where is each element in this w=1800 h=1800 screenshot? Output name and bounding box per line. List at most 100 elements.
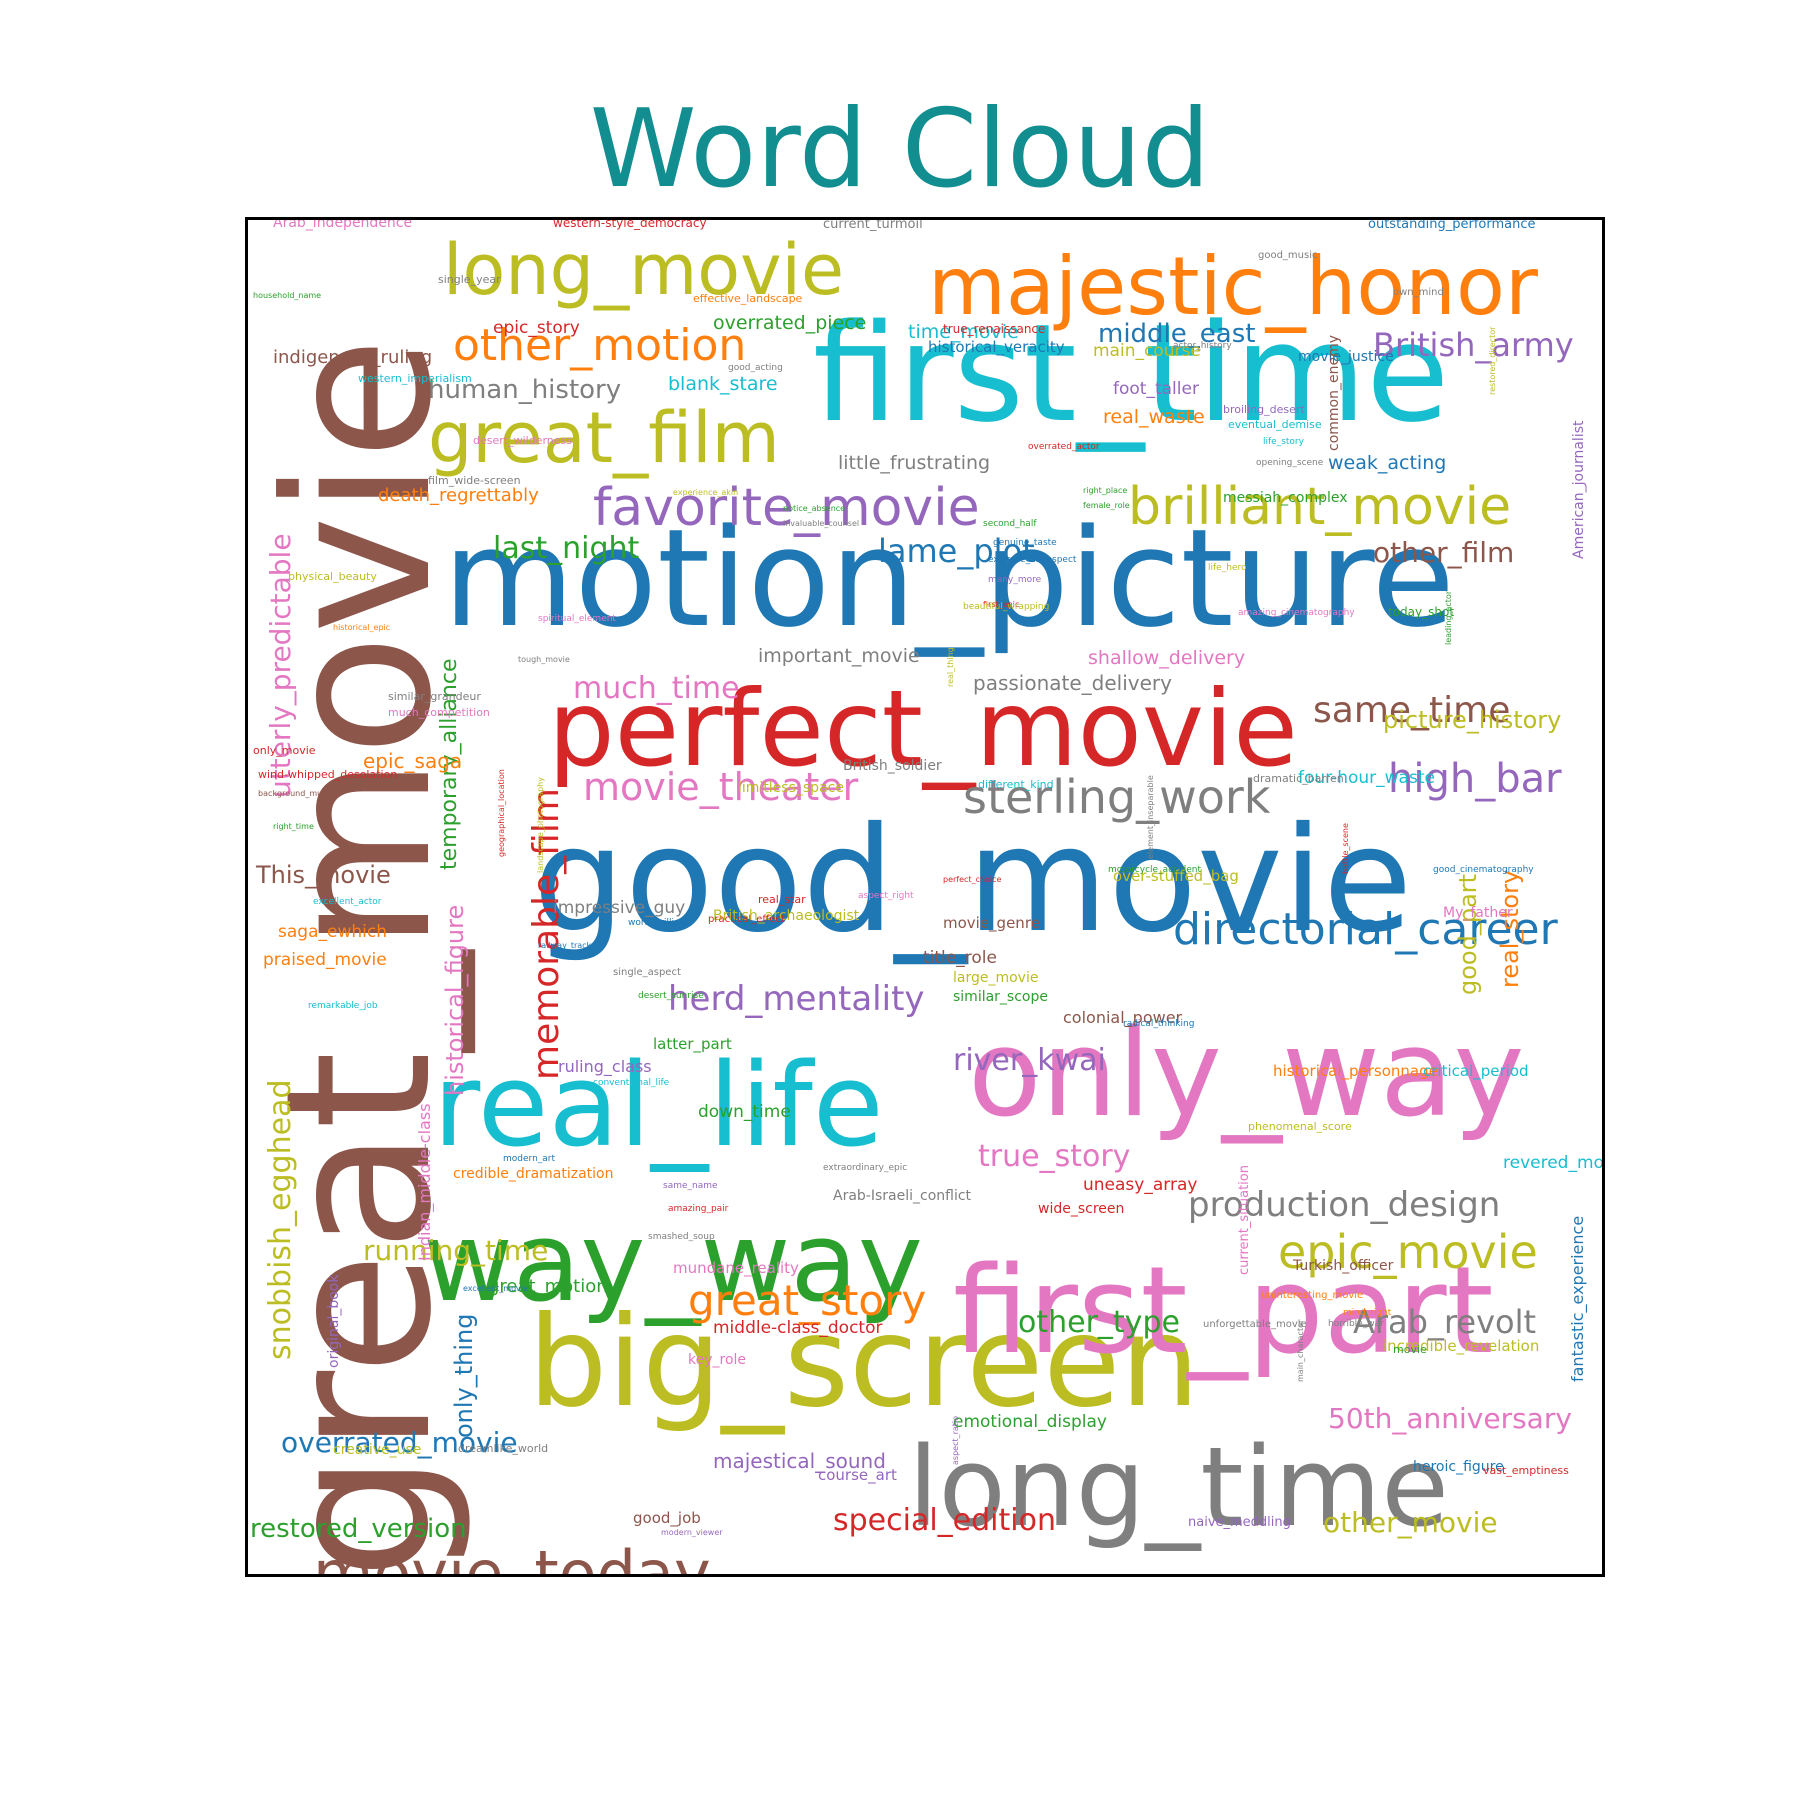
word-arab-revolt: Arab_revolt bbox=[1353, 1303, 1536, 1341]
word-life-story: life_story bbox=[1263, 437, 1305, 447]
word-death-regrettably: death_regrettably bbox=[378, 485, 539, 506]
word-restored-director: restored_director bbox=[1488, 326, 1497, 395]
word-credible-dramatization: credible_dramatization bbox=[453, 1166, 614, 1182]
word-main-character: main_character bbox=[1296, 1319, 1305, 1382]
word-my-father: My_father bbox=[1443, 905, 1513, 921]
word-shallow-delivery: shallow_delivery bbox=[1088, 647, 1245, 669]
word-good-acting: good_acting bbox=[728, 363, 783, 373]
word-other-motion: other_motion bbox=[453, 320, 746, 371]
word-middle-east: middle_east bbox=[1098, 319, 1255, 349]
word-50th-anniversary: 50th_anniversary bbox=[1328, 1402, 1572, 1435]
word-only-thing: only_thing bbox=[450, 1314, 478, 1439]
word-overrated-actor: overrated_actor bbox=[1028, 442, 1100, 452]
word-beautiful-wrapping: beautiful_wrapping bbox=[963, 602, 1049, 612]
word-river-kwai: river_kwai bbox=[953, 1043, 1106, 1078]
word-restored-version: restored_version bbox=[250, 1514, 467, 1544]
word-desert-wilderness: desert_wilderness bbox=[473, 434, 572, 447]
word-other-type: other_type bbox=[1018, 1305, 1180, 1340]
word-mind-right: mind_right bbox=[1343, 1308, 1392, 1318]
word-great-film: great_film bbox=[428, 397, 780, 479]
word-favorite-movie: favorite_movie bbox=[593, 478, 980, 538]
word-effective-landscape: effective_landscape bbox=[693, 292, 803, 305]
word-real-thing: real_thing bbox=[946, 647, 955, 687]
word-epic-saga: epic_saga bbox=[363, 749, 462, 773]
word-herd-mentality: herd_mentality bbox=[668, 979, 925, 1019]
word-snobbish-egghead: snobbish_egghead bbox=[263, 1079, 298, 1360]
word-down-time: down_time bbox=[698, 1102, 791, 1122]
word-lame-plot: lame_plot bbox=[878, 532, 1035, 570]
word-second-half: second_half bbox=[983, 519, 1037, 529]
word-aspect-right: aspect_right bbox=[858, 891, 914, 901]
word-british-soldier: British_soldier bbox=[843, 758, 942, 774]
word-household-name: household_name bbox=[253, 291, 321, 300]
word-great-story: great_story bbox=[688, 1276, 926, 1325]
word-other-film: other_film bbox=[1373, 536, 1514, 569]
word-this-movie: This_movie bbox=[255, 861, 391, 889]
word-extreme-disrespect: extreme_disrespect bbox=[988, 555, 1077, 565]
word-heroic-figure: heroic_figure bbox=[1413, 1459, 1504, 1475]
word-geographical-location: geographical_location bbox=[497, 769, 506, 857]
word-amazing-cinematography: amazing_cinematography bbox=[1238, 608, 1355, 618]
word-outstanding-performance: outstanding_performance bbox=[1368, 220, 1535, 232]
word-brilliant-movie: brilliant_movie bbox=[1128, 477, 1511, 537]
word-real-life: real_life bbox=[433, 1039, 884, 1173]
word-current-situation: current_situation bbox=[1237, 1165, 1252, 1275]
word-single-aspect: single_aspect bbox=[613, 967, 681, 978]
word-modern-art: modern_art bbox=[503, 1154, 555, 1164]
word-majestical-sound: majestical_sound bbox=[713, 1449, 886, 1473]
word-first-part: first_part bbox=[953, 1242, 1494, 1381]
word-aspect-ratio: aspect_ratio bbox=[951, 1416, 960, 1465]
word-key-role: key_role bbox=[688, 1352, 746, 1368]
word-cloud: great_moviemotion_picturegood_moviefirst… bbox=[248, 220, 1602, 1574]
word-large-movie: large_movie bbox=[953, 970, 1038, 986]
word-remarkable-job: remarkable_job bbox=[308, 1001, 378, 1011]
word-creative-use: creative_use bbox=[333, 1442, 421, 1458]
word-human-history: human_history bbox=[428, 375, 621, 405]
word-movie-justice: movie_justice bbox=[1298, 349, 1394, 365]
word-life-hero: life_hero bbox=[1208, 563, 1247, 573]
word-time-movie: time_movie bbox=[908, 321, 1019, 343]
chart-title: Word Cloud bbox=[589, 87, 1211, 212]
word-picture-history: picture_history bbox=[1383, 706, 1561, 734]
word-uninteresting-movie: uninteresting_movie bbox=[1261, 1290, 1363, 1301]
word-different-kind: different_kind bbox=[978, 778, 1054, 791]
word-cloud-frame: great_movie motion_picture good_movie first… bbox=[245, 217, 1605, 1577]
word-great-motion: great_motion bbox=[488, 1276, 608, 1297]
word-own-mind: own_mind bbox=[1393, 287, 1444, 298]
word-broiling-desert: broiling_desert bbox=[1223, 403, 1305, 416]
word-similar-scope: similar_scope bbox=[953, 989, 1048, 1005]
word-foot-taller: foot_taller bbox=[1113, 379, 1199, 399]
word-western-imperialism: western_imperialism bbox=[358, 372, 472, 385]
word-true-renaissance: true_renaissance bbox=[943, 322, 1045, 336]
word-right-place: right_place bbox=[1083, 486, 1127, 495]
word-colonial-power: colonial_power bbox=[1063, 1008, 1183, 1028]
word-genuine-taste: genuine_taste bbox=[993, 538, 1057, 548]
word-utterly-predictable: utterly_predictable bbox=[264, 533, 297, 798]
word-temporary-alliance: temporary_alliance bbox=[437, 659, 462, 870]
word-blank-stare: blank_stare bbox=[668, 373, 778, 395]
word-motorcycle-accident: motorcycle_accident bbox=[1108, 865, 1201, 875]
word-other-movie: other_movie bbox=[1323, 1506, 1498, 1539]
word-impressive-guy: impressive_guy bbox=[553, 898, 685, 918]
word-four-hour-waste: four-hour_waste bbox=[1298, 768, 1435, 788]
word-today-shot: today_shot bbox=[1388, 605, 1454, 619]
word-production-design: production_design bbox=[1188, 1185, 1500, 1225]
word-uneasy-array: uneasy_array bbox=[1083, 1175, 1197, 1195]
word-passionate-delivery: passionate_delivery bbox=[973, 671, 1172, 695]
word-conventional-life: conventional_life bbox=[593, 1078, 670, 1088]
word-good-movie: good_movie bbox=[533, 796, 1412, 965]
word-turkish-officer: Turkish_officer bbox=[1292, 1258, 1394, 1274]
word-vast-emptiness: vast_emptiness bbox=[1483, 1464, 1569, 1477]
word-movie: movie bbox=[1393, 1343, 1427, 1356]
word-overrated-piece: overrated_piece bbox=[713, 312, 866, 334]
word-western-style-democracy: western-style_democracy bbox=[553, 220, 707, 230]
word-way-way: way_way bbox=[423, 1198, 923, 1326]
word-limitless-space: limitless_space bbox=[738, 780, 844, 796]
word-movie-genre: movie_genre bbox=[943, 914, 1040, 933]
word-wind-whipped-desolation: wind-whipped_desolation bbox=[258, 768, 397, 781]
word-excellent-movie: excellent_movie bbox=[463, 1284, 528, 1293]
word-leading-actor: leading_actor bbox=[1444, 590, 1453, 645]
word-same-name: same_name bbox=[663, 1181, 718, 1191]
word-opening-scene: opening_scene bbox=[1256, 458, 1324, 468]
word-smashed-soup: smashed_soup bbox=[648, 1232, 715, 1242]
